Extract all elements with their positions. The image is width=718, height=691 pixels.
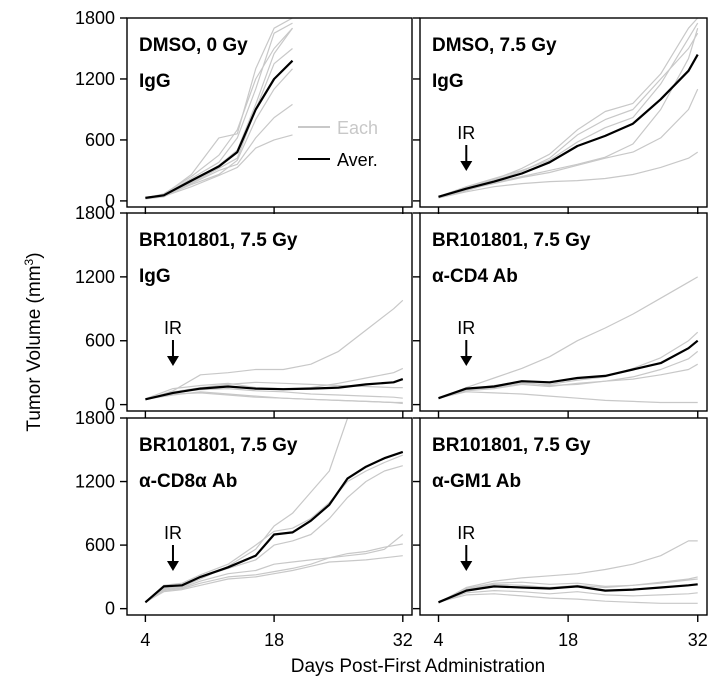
panel-6: 4 18 32 BR101801, 7.5 Gy α-GM1 Ab IR	[413, 417, 708, 650]
each-line	[438, 540, 698, 604]
each-line	[438, 350, 699, 399]
panel-title-line: BR101801, 7.5 Gy	[432, 230, 591, 251]
panel-frame	[126, 17, 413, 208]
each-line	[438, 276, 698, 400]
average-line	[438, 54, 699, 198]
average-line	[144, 450, 404, 604]
panel-frame	[126, 417, 413, 616]
y-tick-label: 600	[85, 331, 115, 351]
panel-1: 0 600 1200 1800 DMSO, 0 Gy IgG	[75, 8, 413, 214]
panel-title-line: IgG	[139, 266, 171, 287]
each-line	[438, 576, 698, 603]
each-line	[438, 589, 698, 604]
each-line	[438, 32, 699, 197]
plot-area	[145, 18, 294, 200]
y-tick-label: 0	[105, 599, 115, 619]
panel-title-line: IgG	[139, 71, 171, 92]
y-axis-title-superscript: 3	[22, 258, 36, 265]
ir-label: IR	[457, 123, 475, 143]
each-line	[145, 543, 403, 603]
y-tick-label: 0	[105, 191, 115, 211]
panel-4: BR101801, 7.5 Gy α-CD4 Ab IR	[413, 212, 708, 418]
x-tick-label: 32	[393, 630, 413, 650]
each-line	[145, 27, 293, 199]
each-line	[145, 555, 403, 603]
y-tick-label: 600	[85, 130, 115, 150]
plot-area	[144, 418, 404, 604]
x-tick-label: 32	[688, 630, 708, 650]
each-line	[145, 299, 404, 401]
legend-average-label: Aver.	[337, 150, 378, 170]
legend: Each Aver.	[298, 118, 378, 170]
panel-frame	[419, 17, 708, 208]
x-tick-label: 4	[140, 630, 150, 650]
y-axis-title-close: )	[24, 252, 45, 258]
panel-title-line: α-CD8α Ab	[139, 471, 237, 492]
each-line	[144, 454, 404, 603]
y-axis-title-main: Tumor Volume (mm	[24, 265, 45, 431]
ir-label: IR	[164, 523, 182, 543]
average-line	[438, 583, 698, 604]
y-tick-label: 0	[105, 395, 115, 415]
panel-frame	[419, 212, 708, 412]
panel-title-line: DMSO, 7.5 Gy	[432, 35, 557, 56]
ir-arrow-head	[166, 561, 179, 571]
y-tick-label: 1200	[75, 472, 115, 492]
y-tick-label: 1800	[75, 203, 115, 223]
each-line	[145, 534, 404, 603]
average-line	[145, 378, 404, 401]
panel-title-line: α-GM1 Ab	[432, 471, 521, 492]
x-tick-label: 18	[264, 630, 284, 650]
ir-label: IR	[457, 523, 475, 543]
x-tick-label: 4	[434, 630, 444, 650]
y-tick-label: 1800	[75, 8, 115, 28]
y-tick-label: 1800	[75, 408, 115, 428]
plot-area	[438, 18, 699, 199]
each-line	[145, 103, 293, 199]
panel-frame	[419, 417, 708, 616]
each-line	[145, 392, 403, 404]
y-tick-label: 1200	[75, 267, 115, 287]
panel-title-line: BR101801, 7.5 Gy	[139, 435, 298, 456]
ir-arrow-head	[460, 356, 473, 366]
average-line	[438, 339, 699, 400]
each-line	[438, 593, 698, 604]
panel-2: DMSO, 7.5 Gy IgG IR	[413, 17, 708, 214]
panel-frame	[126, 212, 413, 412]
x-axis-title: Days Post-First Administration	[291, 656, 545, 677]
ir-arrow-head	[460, 161, 473, 171]
ir-arrow-head	[460, 561, 473, 571]
ir-label: IR	[164, 318, 182, 338]
each-line	[438, 151, 699, 199]
panel-title-line: IgG	[432, 71, 464, 92]
average-line	[145, 59, 294, 199]
panel-title-line: BR101801, 7.5 Gy	[432, 435, 591, 456]
panel-3: 0 600 1200 1800 BR101801, 7.5 Gy IgG IR	[75, 203, 413, 418]
panel-title-line: BR101801, 7.5 Gy	[139, 230, 298, 251]
x-tick-label: 18	[558, 630, 578, 650]
y-tick-label: 1200	[75, 69, 115, 89]
panel-title-line: DMSO, 0 Gy	[139, 35, 248, 56]
each-line	[438, 578, 698, 604]
each-line	[438, 88, 699, 198]
y-tick-label: 600	[85, 535, 115, 555]
panel-5: 0 600 1200 1800 4 18 32 BR101801, 7.5 Gy α-CD8α …	[75, 408, 413, 650]
y-axis-title: Tumor Volume (mm3)	[22, 252, 45, 431]
each-line	[438, 18, 699, 197]
ir-label: IR	[457, 318, 475, 338]
each-line	[438, 391, 698, 404]
each-line	[145, 418, 403, 604]
plot-area	[145, 299, 404, 405]
plot-area	[438, 540, 698, 604]
legend-each-label: Each	[337, 118, 378, 138]
each-line	[145, 48, 293, 200]
plot-area	[438, 276, 699, 404]
ir-arrow-head	[166, 356, 179, 366]
panel-title-line: α-CD4 Ab	[432, 266, 518, 287]
